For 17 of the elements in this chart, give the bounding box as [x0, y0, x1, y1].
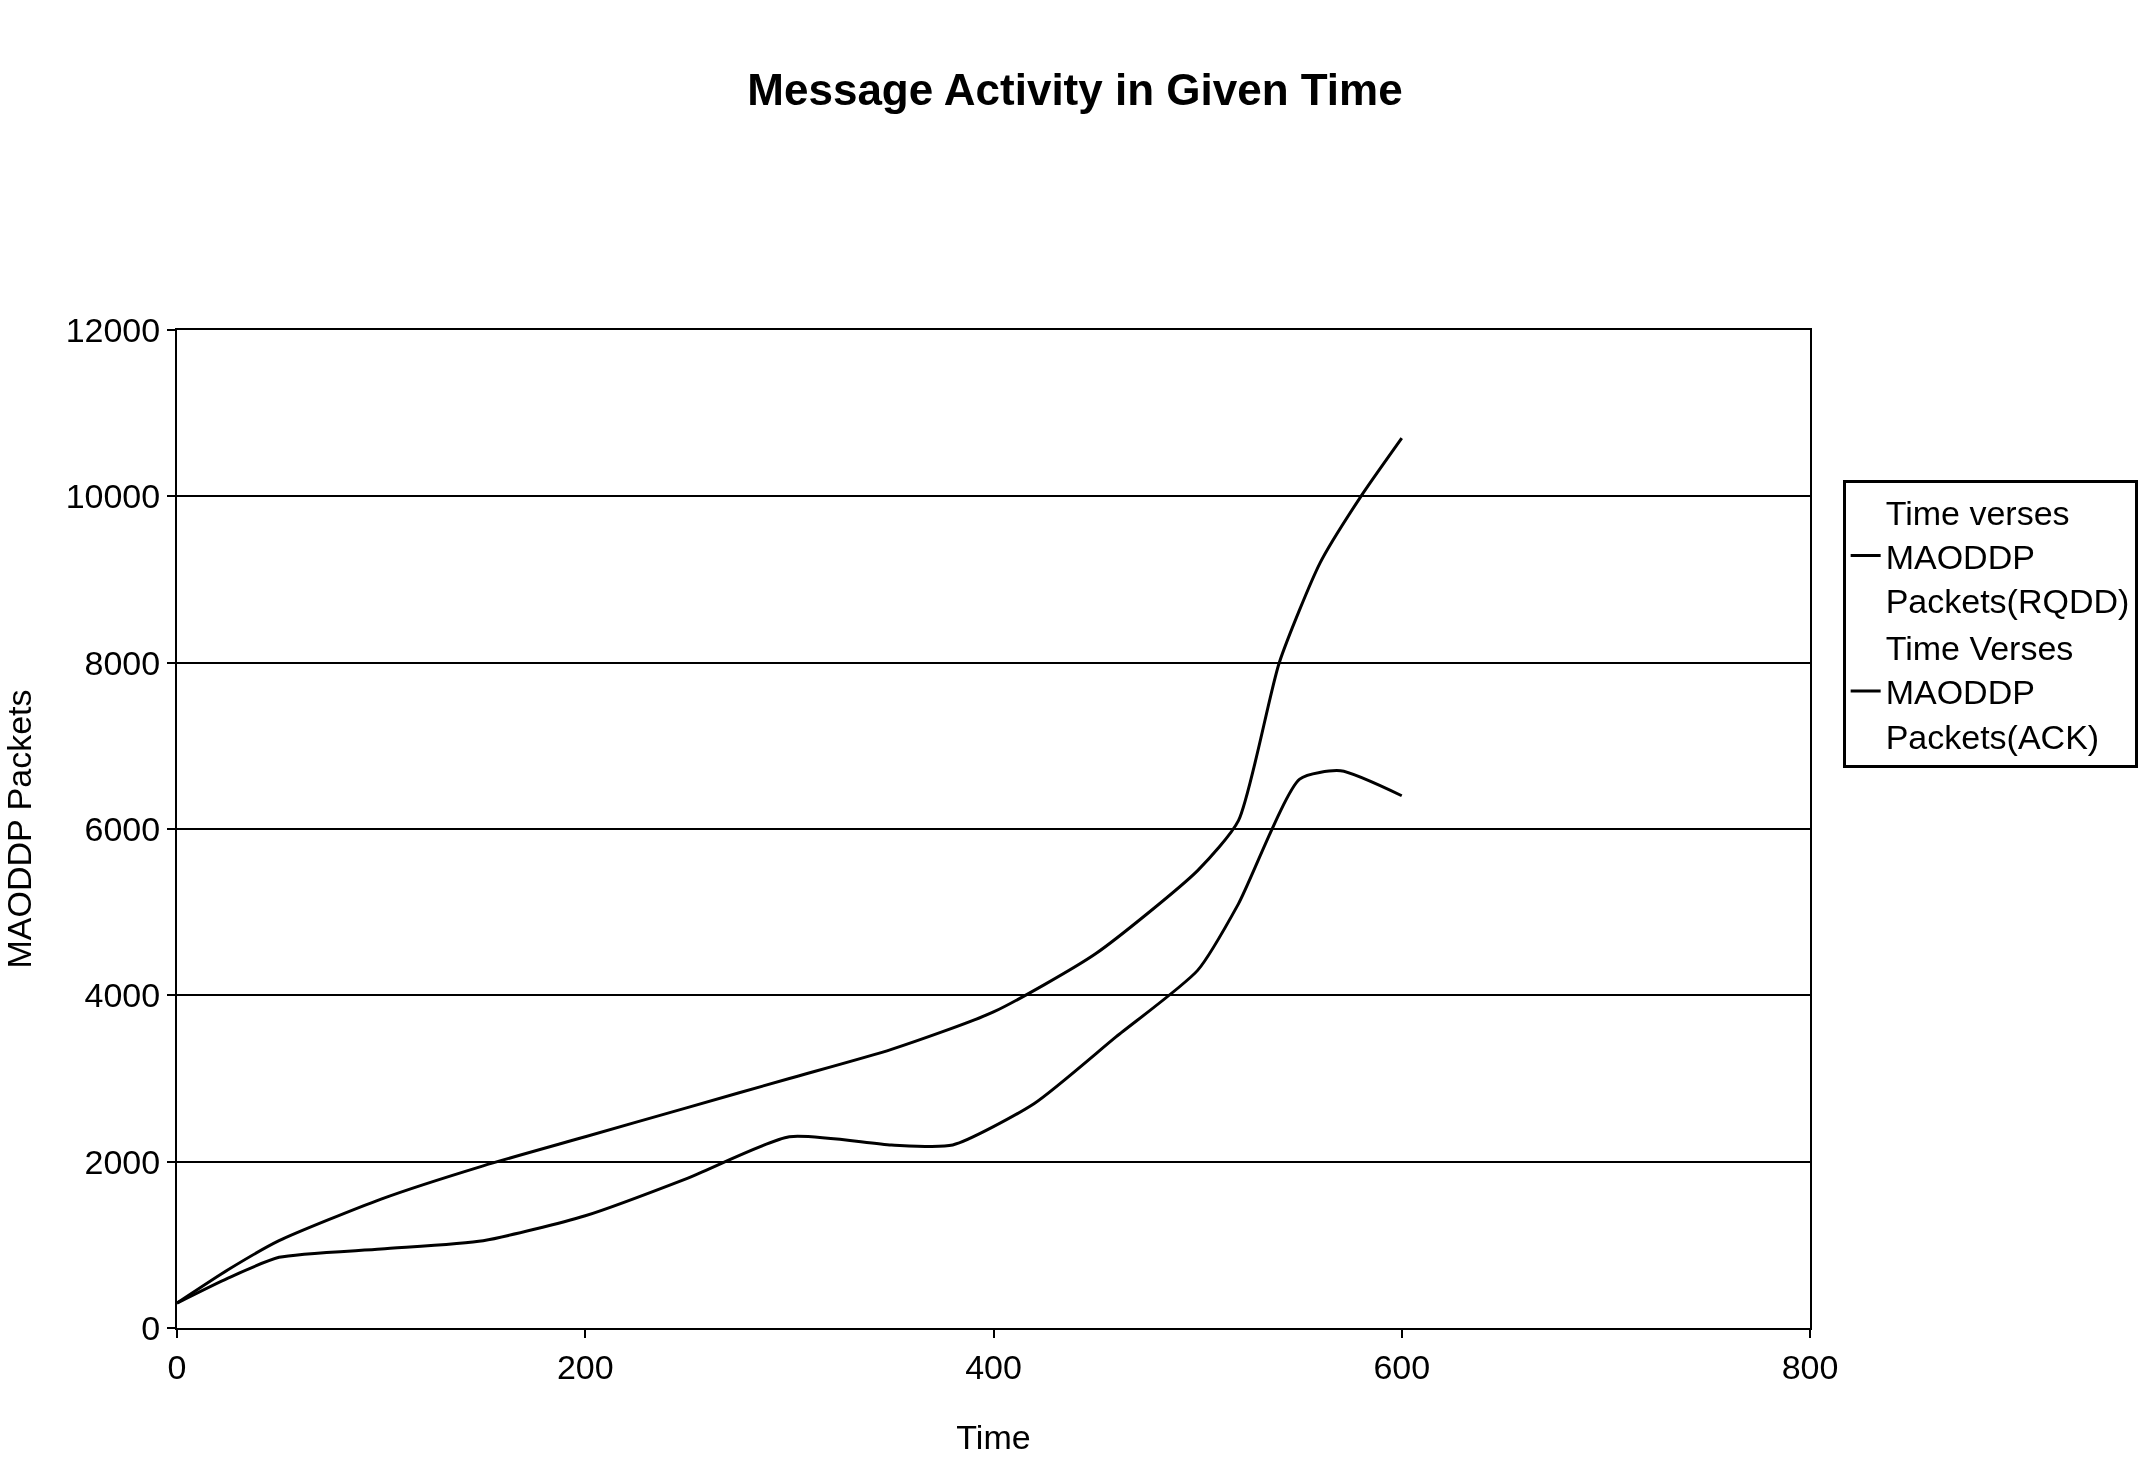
x-axis-title: Time — [956, 1417, 1031, 1456]
x-tick-label: 600 — [1373, 1347, 1431, 1386]
legend-label: Time Verses MAODDP Packets(ACK) — [1885, 629, 2100, 756]
y-tick-label: 10000 — [65, 477, 161, 516]
y-tick-label: 4000 — [84, 976, 161, 1015]
y-tick-label: 6000 — [84, 809, 161, 848]
y-axis-title: MAODDP Packets — [0, 689, 38, 969]
y-tick-label: 8000 — [84, 643, 161, 682]
x-tick-label: 0 — [167, 1347, 187, 1386]
chart-title: Message Activity in Given Time — [747, 64, 1403, 114]
y-tick-label: 2000 — [84, 1142, 161, 1181]
y-tick-label: 0 — [141, 1308, 161, 1347]
x-tick-label: 400 — [965, 1347, 1022, 1386]
x-tick-label: 200 — [556, 1347, 614, 1386]
y-tick-label: 12000 — [65, 310, 161, 349]
legend-label: Time verses MAODDP Packets(RQDD) — [1885, 493, 2130, 620]
x-tick-label: 800 — [1781, 1347, 1839, 1386]
